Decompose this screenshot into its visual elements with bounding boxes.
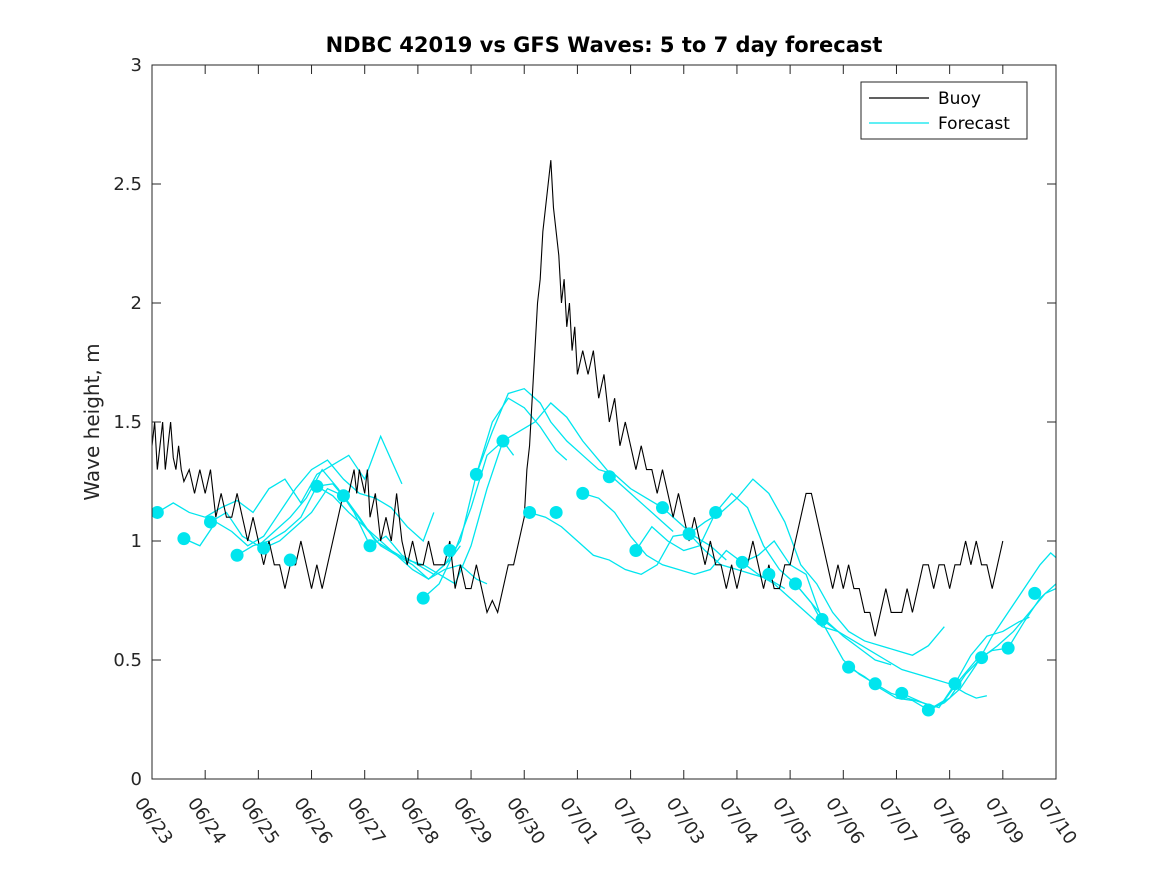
forecast-point-18 — [655, 501, 669, 515]
forecast-point-16 — [602, 470, 616, 484]
y-tick-label-4: 2 — [131, 293, 142, 314]
legend-box — [860, 81, 1028, 140]
forecast-point-10 — [443, 544, 457, 558]
forecast-point-13 — [523, 505, 537, 519]
legend: Buoy Forecast — [860, 81, 1028, 140]
forecast-point-28 — [921, 703, 935, 717]
forecast-point-24 — [815, 613, 829, 627]
plot-area — [152, 160, 1056, 717]
forecast-point-6 — [310, 479, 324, 493]
y-tick-label-3: 1.5 — [113, 412, 142, 433]
legend-label-1: Forecast — [938, 114, 1010, 134]
chart-title: NDBC 42019 vs GFS Waves: 5 to 7 day fore… — [326, 33, 883, 57]
forecast-run-line-6 — [422, 402, 674, 599]
forecast-point-2 — [203, 515, 217, 529]
y-tick-label-2: 1 — [131, 531, 142, 552]
forecast-point-27 — [895, 686, 909, 700]
forecast-point-9 — [416, 591, 430, 605]
forecast-point-14 — [549, 505, 563, 519]
forecast-run-line-16 — [928, 551, 1056, 711]
forecast-point-1 — [177, 532, 191, 546]
forecast-point-29 — [948, 677, 962, 691]
forecast-run-line-11 — [688, 478, 945, 656]
forecast-point-7 — [336, 489, 350, 503]
forecast-point-20 — [709, 505, 723, 519]
forecast-run-line-10 — [635, 492, 892, 666]
forecast-point-21 — [735, 555, 749, 569]
forecast-run-line-9 — [582, 492, 839, 633]
forecast-point-15 — [576, 486, 590, 500]
y-tick-label-6: 3 — [131, 55, 142, 76]
buoy-line — [152, 160, 1004, 637]
forecast-run-line-4 — [263, 439, 515, 585]
forecast-point-12 — [496, 434, 510, 448]
forecast-point-4 — [257, 541, 271, 555]
forecast-run-line-8 — [529, 511, 786, 590]
forecast-run-line-2 — [210, 468, 461, 576]
forecast-point-25 — [842, 660, 856, 674]
forecast-run-line-0 — [156, 434, 403, 518]
forecast-point-26 — [868, 677, 882, 691]
forecast-point-11 — [469, 467, 483, 481]
forecast-point-30 — [975, 651, 989, 665]
forecast-run-line-14 — [848, 583, 1056, 711]
y-axis-label: Wave height, m — [80, 343, 104, 500]
forecast-point-32 — [1028, 586, 1042, 600]
forecast-point-3 — [230, 548, 244, 562]
forecast-point-19 — [682, 527, 696, 541]
y-tick-label-0: 0 — [131, 769, 142, 790]
forecast-point-5 — [283, 553, 297, 567]
forecast-point-23 — [788, 577, 802, 591]
y-tick-label-5: 2.5 — [113, 174, 142, 195]
y-tick-label-1: 0.5 — [113, 650, 142, 671]
forecast-point-31 — [1001, 641, 1015, 655]
forecast-run-line-7 — [475, 387, 727, 561]
forecast-run-line-1 — [183, 459, 435, 547]
legend-label-0: Buoy — [938, 89, 981, 109]
forecast-point-8 — [363, 539, 377, 553]
forecast-point-22 — [762, 567, 776, 581]
forecast-point-0 — [152, 505, 164, 519]
forecast-run-line-13 — [794, 583, 1030, 709]
forecast-point-17 — [629, 544, 643, 558]
